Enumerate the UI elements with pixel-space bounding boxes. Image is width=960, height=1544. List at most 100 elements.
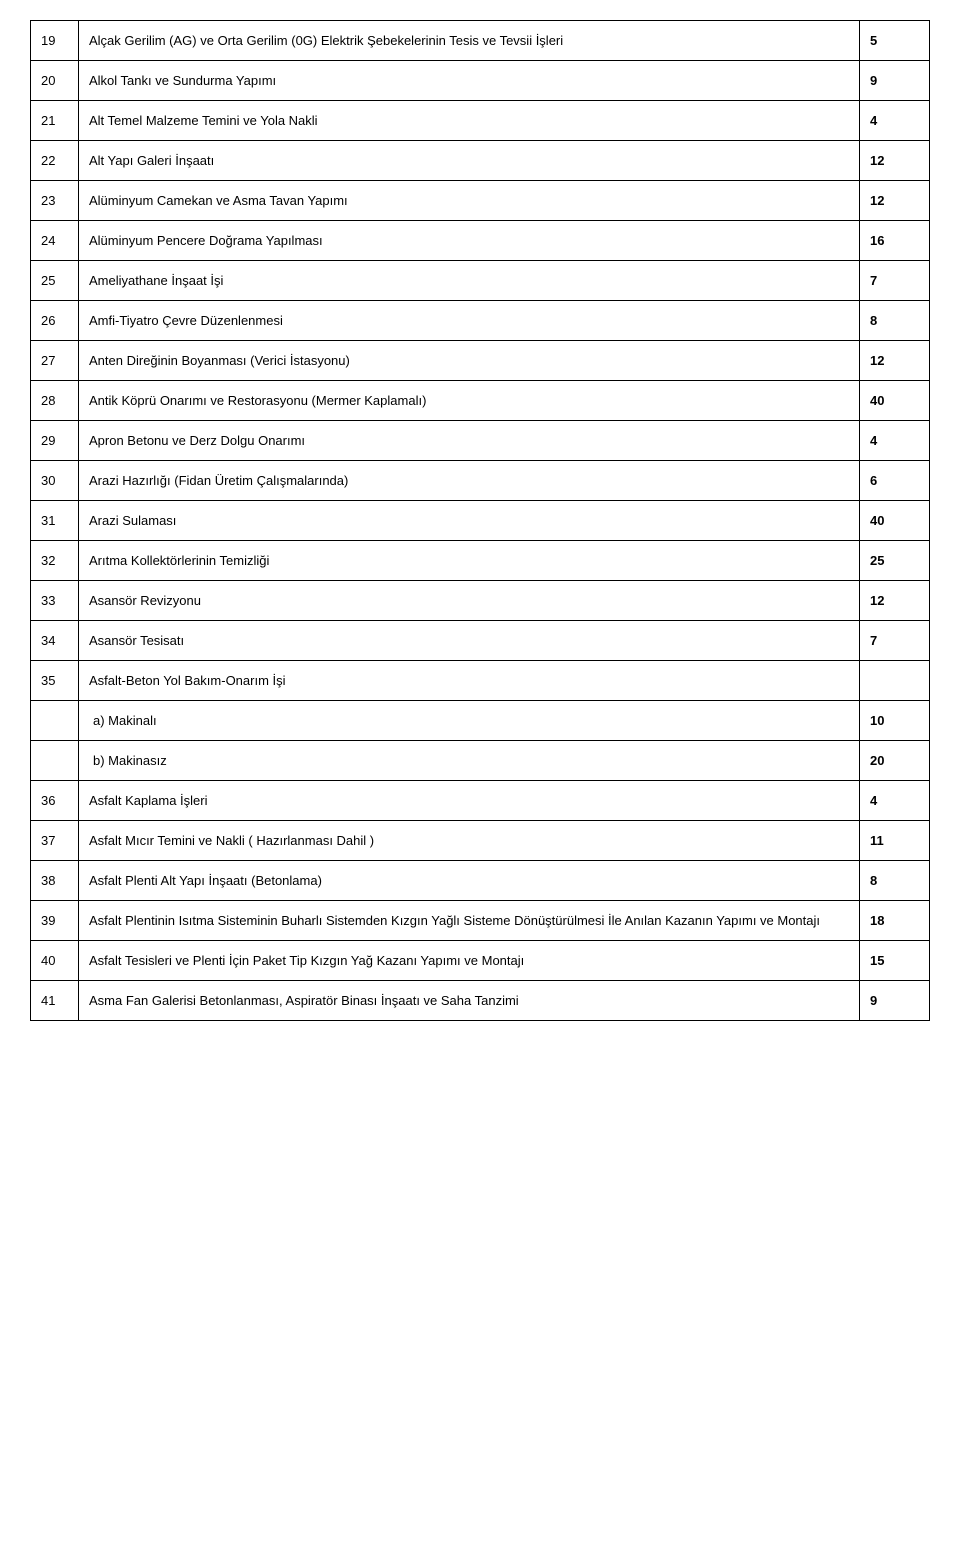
table-row: 31Arazi Sulaması40 [31, 501, 930, 541]
row-value: 15 [860, 941, 930, 981]
data-table: 19Alçak Gerilim (AG) ve Orta Gerilim (0G… [30, 20, 930, 1021]
row-value: 7 [860, 261, 930, 301]
row-value: 12 [860, 181, 930, 221]
row-number: 31 [31, 501, 79, 541]
table-row: 25Ameliyathane İnşaat İşi7 [31, 261, 930, 301]
row-value: 7 [860, 621, 930, 661]
row-description: a) Makinalı [79, 701, 860, 741]
row-number: 21 [31, 101, 79, 141]
table-row: 21Alt Temel Malzeme Temini ve Yola Nakli… [31, 101, 930, 141]
row-description: Anten Direğinin Boyanması (Verici İstasy… [79, 341, 860, 381]
table-row: a) Makinalı10 [31, 701, 930, 741]
row-description: Asfalt Plenti Alt Yapı İnşaatı (Betonlam… [79, 861, 860, 901]
row-number: 39 [31, 901, 79, 941]
row-description: Apron Betonu ve Derz Dolgu Onarımı [79, 421, 860, 461]
row-description: Asfalt Kaplama İşleri [79, 781, 860, 821]
row-number [31, 701, 79, 741]
table-row: 36Asfalt Kaplama İşleri4 [31, 781, 930, 821]
table-row: 23Alüminyum Camekan ve Asma Tavan Yapımı… [31, 181, 930, 221]
row-description: Alüminyum Pencere Doğrama Yapılması [79, 221, 860, 261]
row-number: 35 [31, 661, 79, 701]
row-value: 4 [860, 421, 930, 461]
row-number: 27 [31, 341, 79, 381]
row-value: 12 [860, 141, 930, 181]
row-description: Alçak Gerilim (AG) ve Orta Gerilim (0G) … [79, 21, 860, 61]
row-number: 22 [31, 141, 79, 181]
row-number: 24 [31, 221, 79, 261]
row-value: 9 [860, 981, 930, 1021]
table-row: 24Alüminyum Pencere Doğrama Yapılması16 [31, 221, 930, 261]
row-number: 28 [31, 381, 79, 421]
row-number: 25 [31, 261, 79, 301]
table-row: 38Asfalt Plenti Alt Yapı İnşaatı (Betonl… [31, 861, 930, 901]
row-number: 34 [31, 621, 79, 661]
row-description: Asfalt Tesisleri ve Plenti İçin Paket Ti… [79, 941, 860, 981]
row-value: 12 [860, 581, 930, 621]
row-number: 30 [31, 461, 79, 501]
row-number: 38 [31, 861, 79, 901]
row-description: Amfi-Tiyatro Çevre Düzenlenmesi [79, 301, 860, 341]
row-number [31, 741, 79, 781]
row-description: Arazi Hazırlığı (Fidan Üretim Çalışmalar… [79, 461, 860, 501]
table-row: b) Makinasız20 [31, 741, 930, 781]
table-row: 20Alkol Tankı ve Sundurma Yapımı9 [31, 61, 930, 101]
row-description: Asfalt Plentinin Isıtma Sisteminin Buhar… [79, 901, 860, 941]
table-row: 34Asansör Tesisatı7 [31, 621, 930, 661]
row-number: 37 [31, 821, 79, 861]
row-number: 29 [31, 421, 79, 461]
table-row: 40Asfalt Tesisleri ve Plenti İçin Paket … [31, 941, 930, 981]
row-description: b) Makinasız [79, 741, 860, 781]
table-row: 39Asfalt Plentinin Isıtma Sisteminin Buh… [31, 901, 930, 941]
table-row: 33Asansör Revizyonu12 [31, 581, 930, 621]
table-row: 32Arıtma Kollektörlerinin Temizliği25 [31, 541, 930, 581]
row-description: Ameliyathane İnşaat İşi [79, 261, 860, 301]
row-value: 8 [860, 861, 930, 901]
table-row: 35Asfalt-Beton Yol Bakım-Onarım İşi [31, 661, 930, 701]
table-row: 29Apron Betonu ve Derz Dolgu Onarımı4 [31, 421, 930, 461]
row-description: Arıtma Kollektörlerinin Temizliği [79, 541, 860, 581]
row-value: 16 [860, 221, 930, 261]
row-value: 9 [860, 61, 930, 101]
row-description: Asfalt Mıcır Temini ve Nakli ( Hazırlanm… [79, 821, 860, 861]
table-row: 41Asma Fan Galerisi Betonlanması, Aspira… [31, 981, 930, 1021]
row-number: 33 [31, 581, 79, 621]
row-value: 40 [860, 501, 930, 541]
row-number: 41 [31, 981, 79, 1021]
row-description: Alkol Tankı ve Sundurma Yapımı [79, 61, 860, 101]
row-number: 23 [31, 181, 79, 221]
row-value: 25 [860, 541, 930, 581]
row-value: 40 [860, 381, 930, 421]
table-row: 26Amfi-Tiyatro Çevre Düzenlenmesi8 [31, 301, 930, 341]
row-description: Alt Temel Malzeme Temini ve Yola Nakli [79, 101, 860, 141]
row-number: 40 [31, 941, 79, 981]
row-value: 6 [860, 461, 930, 501]
row-value: 8 [860, 301, 930, 341]
row-value: 4 [860, 781, 930, 821]
row-description: Asfalt-Beton Yol Bakım-Onarım İşi [79, 661, 860, 701]
row-value: 12 [860, 341, 930, 381]
row-description: Asansör Revizyonu [79, 581, 860, 621]
row-number: 26 [31, 301, 79, 341]
row-description: Antik Köprü Onarımı ve Restorasyonu (Mer… [79, 381, 860, 421]
row-value: 10 [860, 701, 930, 741]
row-value: 4 [860, 101, 930, 141]
table-row: 22Alt Yapı Galeri İnşaatı12 [31, 141, 930, 181]
row-description: Alüminyum Camekan ve Asma Tavan Yapımı [79, 181, 860, 221]
row-number: 36 [31, 781, 79, 821]
row-value: 20 [860, 741, 930, 781]
table-row: 28Antik Köprü Onarımı ve Restorasyonu (M… [31, 381, 930, 421]
table-row: 19Alçak Gerilim (AG) ve Orta Gerilim (0G… [31, 21, 930, 61]
row-value: 11 [860, 821, 930, 861]
row-value: 18 [860, 901, 930, 941]
table-row: 37Asfalt Mıcır Temini ve Nakli ( Hazırla… [31, 821, 930, 861]
row-value [860, 661, 930, 701]
row-number: 32 [31, 541, 79, 581]
table-row: 30Arazi Hazırlığı (Fidan Üretim Çalışmal… [31, 461, 930, 501]
table-row: 27Anten Direğinin Boyanması (Verici İsta… [31, 341, 930, 381]
row-value: 5 [860, 21, 930, 61]
row-number: 19 [31, 21, 79, 61]
row-description: Asma Fan Galerisi Betonlanması, Aspiratö… [79, 981, 860, 1021]
row-description: Arazi Sulaması [79, 501, 860, 541]
row-description: Asansör Tesisatı [79, 621, 860, 661]
row-description: Alt Yapı Galeri İnşaatı [79, 141, 860, 181]
